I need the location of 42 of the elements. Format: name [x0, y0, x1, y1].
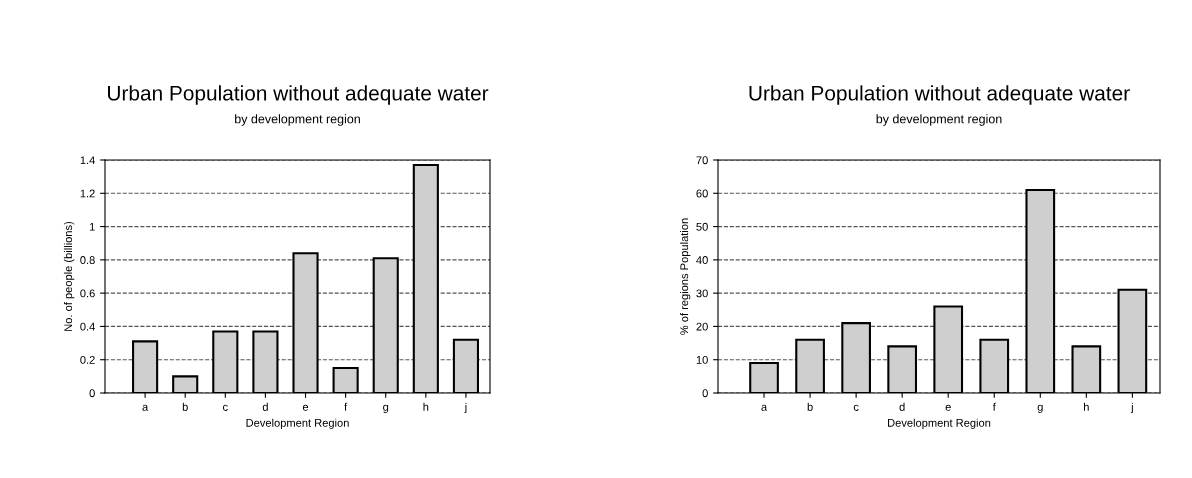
x-tick-label: g [1037, 404, 1043, 414]
x-tick-label: b [807, 402, 813, 411]
y-tick-label: 0.2 [80, 355, 95, 364]
y-tick-label: 30 [696, 289, 708, 298]
x-tick-label: c [223, 404, 228, 411]
x-tick-label: d [262, 402, 268, 411]
x-tick-label: h [1084, 402, 1089, 411]
y-tick-label: 20 [696, 322, 708, 331]
chart-subtitle: by development region [876, 114, 1002, 126]
x-axis-title: Development Region [888, 418, 991, 429]
x-axis-title: Development Region [246, 418, 349, 429]
x-tick-label: e [945, 404, 951, 411]
x-tick-label: j [464, 402, 467, 414]
y-tick-label: 1.4 [80, 156, 95, 165]
x-tick-label: g [383, 404, 389, 414]
x-tick-label: a [142, 404, 149, 411]
y-tick-label: 70 [696, 156, 708, 165]
x-tick-label: f [344, 402, 348, 411]
chart-title: Urban Population without adequate water [749, 85, 1130, 105]
x-tick-label: h [423, 402, 429, 411]
x-tick-label: a [761, 404, 768, 411]
chart-subtitle: by development region [235, 114, 360, 126]
x-tick-label: c [853, 404, 859, 411]
y-tick-label: 0.4 [80, 322, 95, 331]
x-tick-label: d [899, 402, 905, 411]
y-tick-label: 1.2 [80, 189, 95, 198]
y-tick-label: 40 [696, 256, 708, 264]
y-tick-label: 0.8 [80, 256, 95, 264]
x-tick-label: b [182, 402, 188, 411]
y-axis-title: No. of people (billions) [63, 221, 75, 331]
y-tick-label: 0 [702, 389, 708, 398]
y-tick-label: 60 [696, 189, 708, 198]
y-tick-label: 0.6 [80, 289, 95, 298]
y-tick-label: 10 [696, 355, 708, 364]
y-axis-title: % of regions Population [680, 218, 691, 335]
y-tick-label: 1 [89, 222, 95, 231]
x-tick-label: f [992, 402, 996, 411]
x-tick-label: e [302, 404, 309, 411]
y-tick-label: 0 [89, 389, 95, 398]
chart-title: Urban Population without adequate water [108, 85, 489, 105]
x-tick-label: j [1130, 402, 1133, 414]
y-tick-label: 50 [696, 222, 708, 231]
